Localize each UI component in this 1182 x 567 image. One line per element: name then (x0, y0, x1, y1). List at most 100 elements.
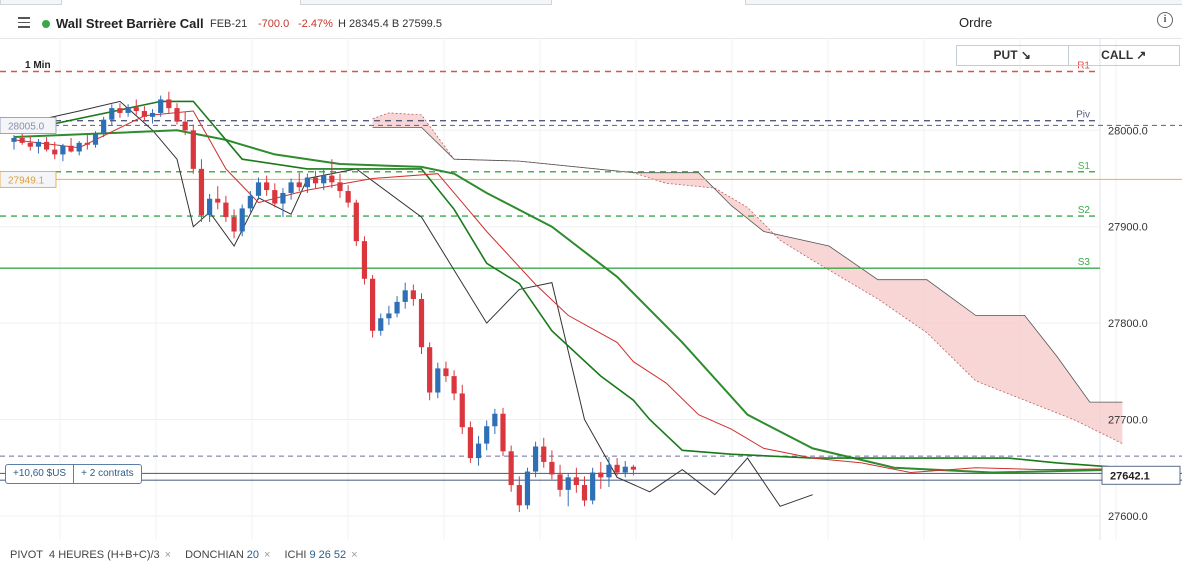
candle[interactable] (402, 290, 408, 302)
candle[interactable] (149, 112, 156, 117)
candle[interactable] (581, 485, 588, 501)
candle[interactable] (590, 472, 596, 501)
candle[interactable] (239, 208, 245, 232)
candle[interactable] (174, 108, 180, 122)
candle[interactable] (68, 145, 74, 152)
market-status-icon (42, 20, 50, 28)
candle[interactable] (410, 290, 416, 299)
tab-strip-left[interactable] (0, 0, 62, 5)
candle[interactable] (109, 108, 115, 120)
remove-indicator-icon[interactable]: × (351, 549, 358, 561)
call-button[interactable]: CALL ↗ (1067, 46, 1180, 65)
candle[interactable] (329, 175, 335, 183)
candle[interactable] (541, 446, 547, 462)
remove-indicator-icon[interactable]: × (264, 549, 271, 561)
candle[interactable] (247, 195, 253, 209)
candle[interactable] (606, 464, 612, 478)
candle[interactable] (337, 182, 343, 192)
remove-indicator-icon[interactable]: × (164, 549, 172, 561)
candle[interactable] (459, 393, 465, 428)
candle[interactable] (394, 301, 400, 314)
candle[interactable] (231, 217, 237, 232)
candle[interactable] (125, 107, 131, 113)
candle[interactable] (280, 192, 286, 204)
candle[interactable] (565, 477, 571, 490)
candle[interactable] (418, 299, 425, 348)
candle[interactable] (304, 177, 310, 188)
candle[interactable] (353, 202, 359, 242)
candle[interactable] (76, 142, 82, 152)
candle[interactable] (272, 190, 278, 204)
candle[interactable] (370, 278, 376, 331)
candle[interactable] (386, 313, 392, 319)
candle[interactable] (207, 198, 213, 216)
candle[interactable] (321, 175, 327, 184)
timeframe-label[interactable]: 1 Min (25, 60, 51, 71)
candle[interactable] (223, 202, 229, 218)
tab-strip-middle[interactable] (300, 0, 552, 5)
candle[interactable] (492, 413, 498, 427)
price-marker-label: 28005.0 (8, 121, 45, 132)
candle[interactable] (101, 119, 107, 134)
ichimoku-senkou-b-line (372, 127, 1123, 403)
candle[interactable] (361, 241, 368, 279)
candle[interactable] (614, 464, 620, 473)
candle[interactable] (84, 142, 90, 145)
candle[interactable] (296, 182, 302, 188)
candle[interactable] (133, 107, 139, 112)
candle[interactable] (141, 111, 147, 117)
pivot-label-s1: S1 (1078, 161, 1091, 172)
candle[interactable] (435, 368, 441, 393)
candle[interactable] (524, 471, 531, 506)
candle[interactable] (598, 472, 604, 478)
candle[interactable] (158, 99, 164, 113)
candle[interactable] (345, 191, 351, 203)
legend-item-pivot[interactable]: PIVOT 4 HEURES (H+B+C)/3 × (10, 549, 171, 561)
candle[interactable] (533, 446, 539, 472)
candle[interactable] (484, 426, 490, 444)
candle[interactable] (264, 182, 270, 191)
candle[interactable] (451, 376, 457, 394)
info-icon[interactable]: i (1157, 12, 1173, 28)
candle[interactable] (500, 413, 506, 452)
instrument-title[interactable]: Wall Street Barrière Call (56, 16, 204, 31)
candle[interactable] (198, 168, 205, 216)
put-button[interactable]: PUT ↘ (993, 48, 1031, 62)
candle[interactable] (52, 149, 58, 155)
legend-item-donchian[interactable]: DONCHIAN 20 × (185, 549, 270, 561)
candle[interactable] (19, 138, 25, 143)
candle[interactable] (630, 466, 636, 470)
candle[interactable] (35, 141, 42, 147)
indicator-legend: PIVOT 4 HEURES (H+B+C)/3 × DONCHIAN 20 × ICHI 9… (10, 549, 372, 561)
candle[interactable] (508, 451, 514, 486)
candle[interactable] (378, 318, 384, 331)
candle[interactable] (443, 368, 449, 377)
candle[interactable] (215, 198, 221, 203)
candle[interactable] (573, 477, 579, 486)
candle[interactable] (60, 145, 66, 155)
candle[interactable] (557, 474, 563, 490)
candle[interactable] (44, 141, 50, 150)
candle[interactable] (166, 99, 172, 109)
candle[interactable] (117, 108, 123, 113)
candle[interactable] (92, 133, 99, 145)
candle[interactable] (549, 461, 555, 475)
candle[interactable] (190, 130, 196, 169)
candle[interactable] (622, 466, 628, 473)
candle[interactable] (27, 142, 33, 147)
ichimoku-cloud (372, 112, 1123, 444)
candle[interactable] (255, 182, 262, 196)
candle[interactable] (182, 121, 188, 131)
position-badge[interactable]: +10,60 $US + 2 contrats (5, 464, 142, 484)
menu-icon[interactable] (18, 17, 30, 28)
candle[interactable] (288, 182, 294, 193)
price-chart[interactable]: R1PivS1S2S328005.027949.128000.027900.02… (0, 38, 1182, 546)
candle[interactable] (516, 485, 522, 506)
tab-strip-right[interactable] (745, 0, 1182, 5)
legend-item-ichi[interactable]: ICHI 9 26 52 × (284, 549, 357, 561)
candle[interactable] (11, 138, 17, 142)
candle[interactable] (475, 443, 482, 459)
candle[interactable] (312, 177, 319, 184)
candle[interactable] (427, 347, 433, 393)
candle[interactable] (467, 427, 473, 459)
